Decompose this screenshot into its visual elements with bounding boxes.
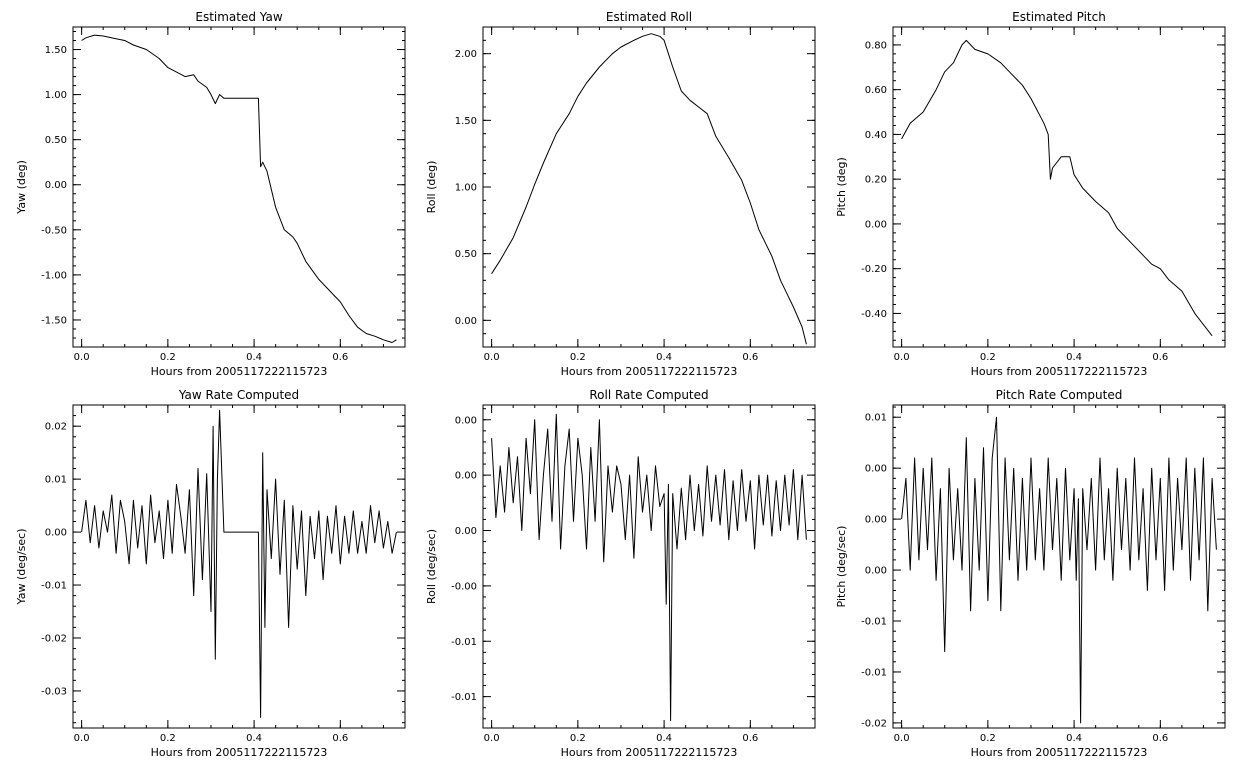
y-tick-label: 0.00 (865, 219, 887, 230)
y-tick-label: 0.50 (455, 249, 477, 260)
x-tick-label: 0.6 (1152, 352, 1168, 363)
y-axis-label: Roll (deg/sec) (425, 529, 438, 604)
chart-title: Yaw Rate Computed (178, 388, 299, 402)
y-tick-label: -0.02 (861, 718, 887, 729)
y-tick-label: 0.01 (865, 413, 887, 424)
y-tick-label: 0.00 (45, 528, 67, 539)
y-tick-label: -0.01 (451, 692, 477, 703)
y-tick-label: -0.00 (451, 581, 477, 592)
chart-panel-4: Yaw Rate Computed Hours from 200511722211… (15, 388, 406, 759)
series-line-1 (901, 416, 1217, 724)
y-axis-label: Yaw (deg) (15, 160, 28, 215)
plot-frame (72, 26, 406, 348)
x-tick-label: 0.0 (74, 733, 90, 744)
chart-title: Roll Rate Computed (589, 388, 708, 402)
y-tick-label: -1.00 (41, 270, 67, 281)
y-axis-label: Pitch (deg) (835, 157, 848, 217)
chart-title: Estimated Roll (606, 10, 692, 24)
x-axis-label: Hours from 2005117222115723 (971, 746, 1148, 759)
series-line-1 (491, 413, 807, 722)
y-tick-label: -0.50 (41, 225, 67, 236)
y-tick-label: 0.60 (865, 85, 887, 96)
y-tick-label: -0.01 (861, 667, 887, 678)
x-tick-label: 0.2 (160, 733, 176, 744)
y-tick-label: 0.02 (45, 422, 67, 433)
y-tick-label: -0.02 (41, 633, 67, 644)
chart-panel-1: Estimated Yaw Hours from 2005117222115723… (15, 10, 406, 378)
y-tick-label: 0.00 (865, 515, 887, 526)
plot-frame (892, 404, 1226, 729)
y-tick-label: 1.00 (45, 90, 67, 101)
y-tick-label: -0.01 (861, 617, 887, 628)
y-tick-label: 0.00 (455, 415, 477, 426)
plot-frame (72, 404, 406, 729)
y-tick-label: 0.00 (865, 464, 887, 475)
chart-title: Estimated Yaw (195, 10, 282, 24)
x-axis-label: Hours from 2005117222115723 (151, 746, 328, 759)
chart-panel-3: Estimated Pitch Hours from 20051172221157… (835, 10, 1226, 378)
x-tick-label: 0.2 (160, 352, 176, 363)
series-line-1 (81, 409, 397, 718)
y-axis-label: Roll (deg) (425, 161, 438, 214)
chart-panel-5: Roll Rate Computed Hours from 20051172221… (425, 388, 816, 759)
y-tick-label: 0.20 (865, 175, 887, 186)
y-tick-label: 0.80 (865, 40, 887, 51)
x-tick-label: 0.2 (570, 733, 586, 744)
x-tick-label: 0.4 (1066, 733, 1082, 744)
y-axis-label: Pitch (deg/sec) (835, 526, 848, 608)
series-line-1 (81, 34, 397, 343)
x-tick-label: 0.4 (1066, 352, 1082, 363)
x-tick-label: 0.6 (332, 352, 348, 363)
chart-panel-2: Estimated Roll Hours from 200511722211572… (425, 10, 816, 378)
y-tick-label: -1.50 (41, 315, 67, 326)
y-tick-label: 0.00 (45, 180, 67, 191)
x-tick-label: 0.6 (742, 352, 758, 363)
plot-frame (482, 26, 816, 348)
x-tick-label: 0.0 (484, 733, 500, 744)
y-tick-label: 0.50 (45, 135, 67, 146)
x-axis-label: Hours from 2005117222115723 (561, 746, 738, 759)
y-tick-label: 0.00 (455, 316, 477, 327)
y-tick-label: -0.03 (41, 686, 67, 697)
y-tick-label: 1.50 (455, 116, 477, 127)
plot-frame (482, 404, 816, 729)
y-tick-label: 1.00 (455, 183, 477, 194)
y-tick-label: 0.40 (865, 130, 887, 141)
x-tick-label: 0.2 (570, 352, 586, 363)
y-tick-label: 2.00 (455, 49, 477, 60)
x-tick-label: 0.0 (484, 352, 500, 363)
x-tick-label: 0.0 (894, 352, 910, 363)
y-tick-label: -0.20 (861, 264, 887, 275)
series-line-1 (491, 33, 807, 345)
chart-title: Estimated Pitch (1012, 10, 1106, 24)
y-tick-label: -0.40 (861, 309, 887, 320)
x-tick-label: 0.2 (980, 352, 996, 363)
y-tick-label: 0.00 (455, 526, 477, 537)
y-tick-label: -0.01 (451, 637, 477, 648)
x-tick-label: 0.6 (332, 733, 348, 744)
x-tick-label: 0.4 (246, 733, 262, 744)
y-tick-label: -0.01 (41, 581, 67, 592)
x-tick-label: 0.0 (74, 352, 90, 363)
y-tick-label: 0.00 (455, 471, 477, 482)
x-tick-label: 0.4 (656, 352, 672, 363)
x-axis-label: Hours from 2005117222115723 (561, 365, 738, 378)
plot-frame (892, 26, 1226, 348)
x-axis-label: Hours from 2005117222115723 (971, 365, 1148, 378)
x-tick-label: 0.6 (1152, 733, 1168, 744)
series-line-1 (901, 39, 1213, 337)
x-tick-label: 0.4 (246, 352, 262, 363)
y-axis-label: Yaw (deg/sec) (15, 528, 28, 605)
y-tick-label: 0.00 (865, 566, 887, 577)
y-tick-label: 1.50 (45, 45, 67, 56)
x-tick-label: 0.0 (894, 733, 910, 744)
x-tick-label: 0.6 (742, 733, 758, 744)
x-tick-label: 0.2 (980, 733, 996, 744)
chart-title: Pitch Rate Computed (996, 388, 1123, 402)
x-tick-label: 0.4 (656, 733, 672, 744)
y-tick-label: 0.01 (45, 475, 67, 486)
x-axis-label: Hours from 2005117222115723 (151, 365, 328, 378)
chart-panel-6: Pitch Rate Computed Hours from 2005117222… (835, 388, 1226, 759)
